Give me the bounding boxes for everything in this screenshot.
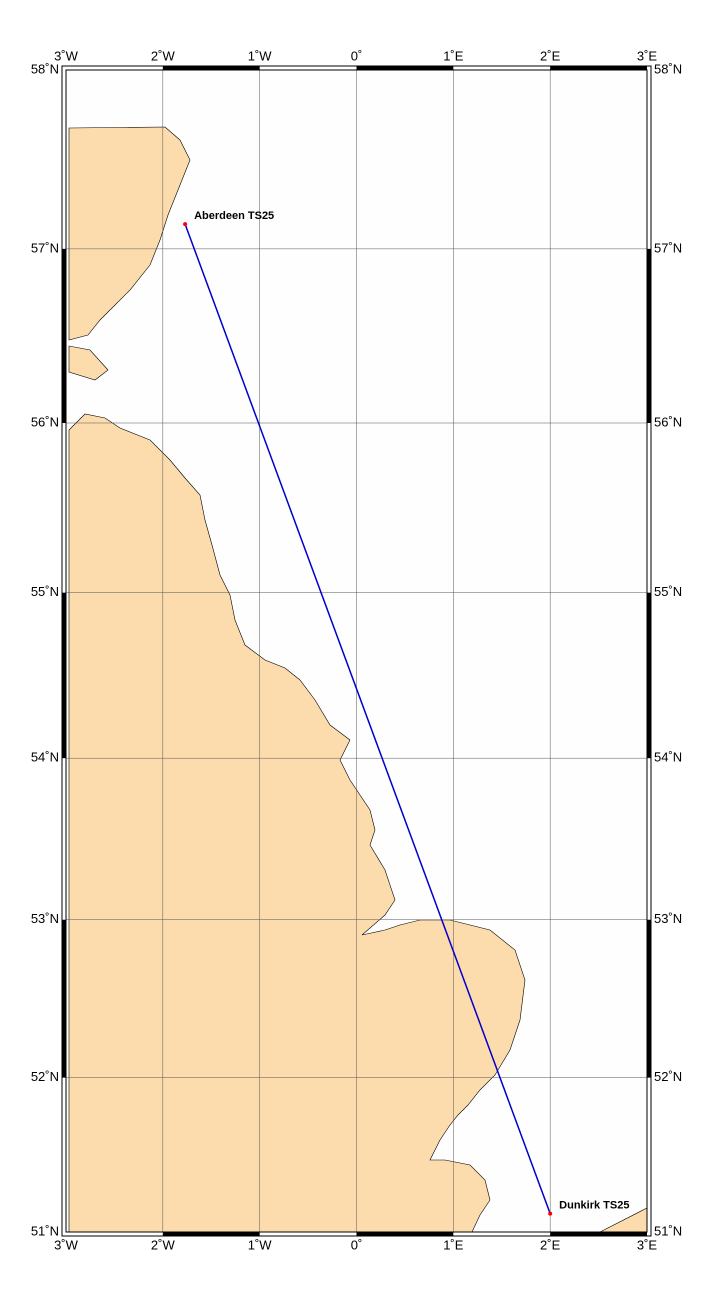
y-tick-label: 56˚N <box>31 414 59 429</box>
x-tick-label: 1˚W <box>248 48 273 63</box>
x-tick-label: 2˚W <box>151 48 176 63</box>
frame-bar <box>550 1232 647 1236</box>
route: Aberdeen TS25 Dunkirk TS25 <box>183 210 629 1216</box>
y-tick-label: 54˚N <box>654 750 682 765</box>
y-tick-label: 53˚N <box>31 911 59 926</box>
land <box>68 126 648 1233</box>
x-tick-label: 0˚ <box>351 48 363 63</box>
y-tick-label: 52˚N <box>31 1069 59 1084</box>
y-tick-label: 55˚N <box>31 584 59 599</box>
x-tick-label: 2˚E <box>540 1237 561 1252</box>
frame-bar <box>647 919 651 1078</box>
y-tick-label: 51˚N <box>31 1223 59 1238</box>
y-tick-label: 53˚N <box>654 911 682 926</box>
x-tick-label: 2˚E <box>540 48 561 63</box>
station <box>183 222 188 227</box>
x-tick-label: 0˚ <box>351 1237 363 1252</box>
y-tick-label: 51˚N <box>654 1223 682 1238</box>
frame-bar <box>550 66 647 70</box>
frame-bar <box>62 248 66 423</box>
station-label: Aberdeen TS25 <box>194 210 274 222</box>
station-label: Dunkirk TS25 <box>559 1200 629 1212</box>
x-tick-label: 3˚W <box>54 48 79 63</box>
frame-bar <box>62 592 66 759</box>
england <box>68 413 526 1233</box>
x-tick-label: 2˚W <box>151 1237 176 1252</box>
labels: 3˚W 3˚W 2˚W 2˚W 1˚W 1˚W 0˚ 0˚ 1˚E 1˚E 2˚E 2˚E 3˚E 3˚E… <box>31 48 682 1252</box>
frame-bar <box>162 66 260 70</box>
x-tick-label: 3˚E <box>637 1237 658 1252</box>
y-tick-label: 54˚N <box>31 750 59 765</box>
y-tick-label: 58˚N <box>31 61 59 76</box>
x-tick-label: 3˚W <box>54 1237 79 1252</box>
scotland-north <box>68 126 191 341</box>
x-tick-label: 1˚W <box>248 1237 273 1252</box>
station <box>548 1211 553 1216</box>
frame-bar <box>356 66 454 70</box>
fife <box>68 345 109 381</box>
y-tick-label: 55˚N <box>654 584 682 599</box>
frame-bar <box>162 1232 260 1236</box>
x-tick-label: 1˚E <box>443 1237 464 1252</box>
frame-bar <box>62 919 66 1078</box>
y-tick-label: 58˚N <box>654 61 682 76</box>
route-line <box>184 223 551 1214</box>
y-tick-label: 57˚N <box>31 240 59 255</box>
y-tick-label: 52˚N <box>654 1069 682 1084</box>
frame <box>61 65 652 1237</box>
y-tick-label: 56˚N <box>654 414 682 429</box>
y-tick-label: 57˚N <box>654 240 682 255</box>
frame-bar <box>356 1232 454 1236</box>
frame-bar <box>647 248 651 423</box>
x-tick-label: 3˚E <box>637 48 658 63</box>
frame-bar <box>647 592 651 759</box>
x-tick-label: 1˚E <box>443 48 464 63</box>
